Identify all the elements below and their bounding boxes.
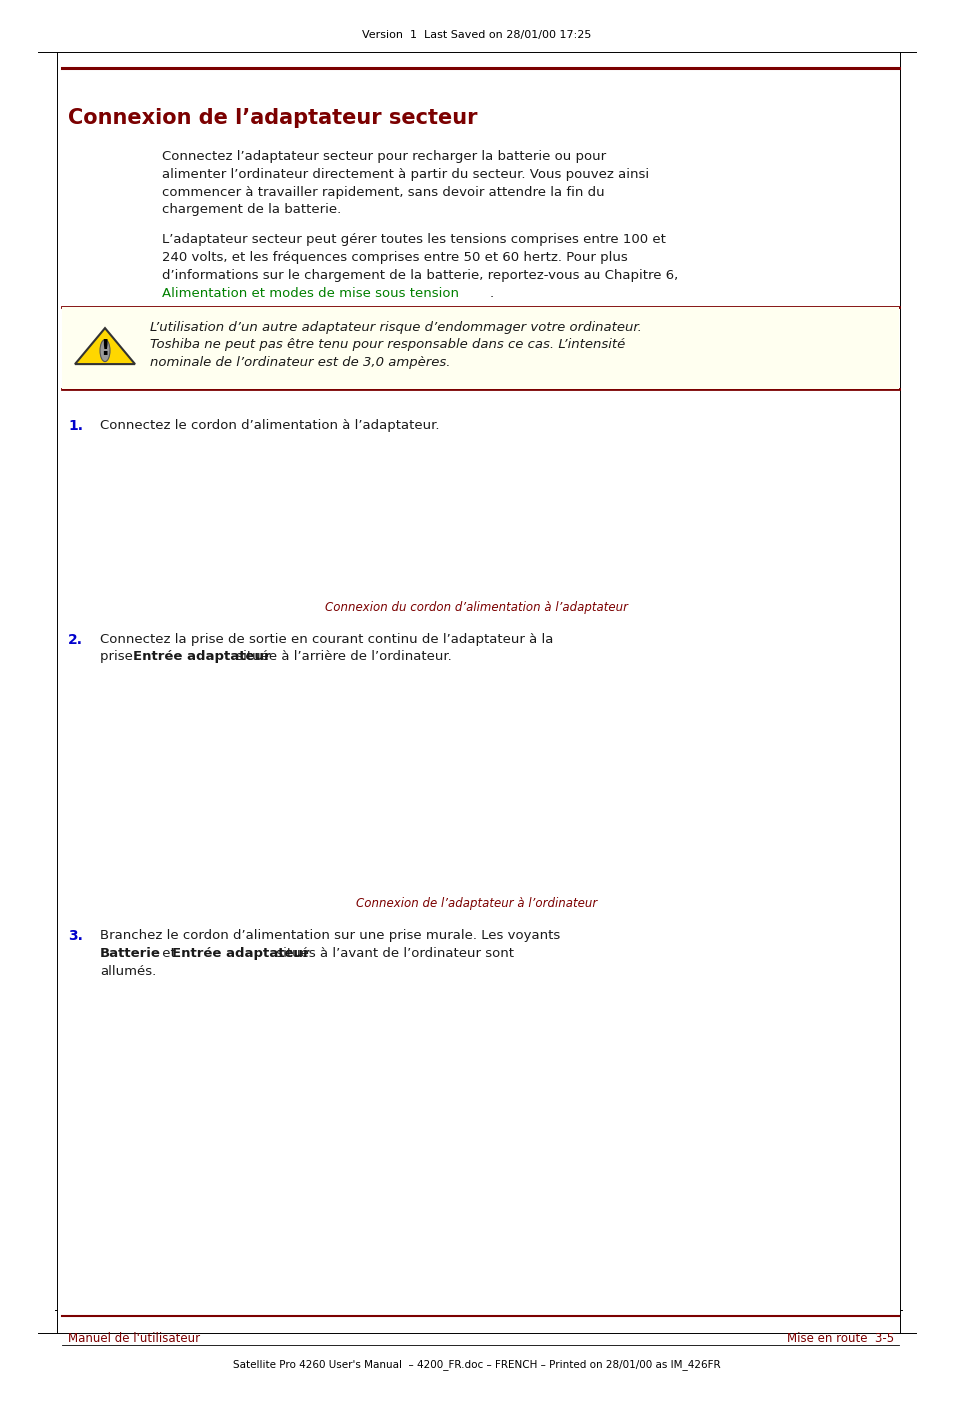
Text: Batterie: Batterie <box>100 947 161 960</box>
Text: Alimentation et modes de mise sous tension: Alimentation et modes de mise sous tensi… <box>162 286 458 300</box>
Text: Manuel de l'utilisateur: Manuel de l'utilisateur <box>68 1332 200 1346</box>
Text: 3.: 3. <box>68 930 83 944</box>
Text: Entrée adaptateur: Entrée adaptateur <box>132 651 271 664</box>
Text: Version  1  Last Saved on 28/01/00 17:25: Version 1 Last Saved on 28/01/00 17:25 <box>362 30 591 39</box>
Text: d’informations sur le chargement de la batterie, reportez-vous au Chapitre 6,: d’informations sur le chargement de la b… <box>162 269 678 282</box>
Text: située à l’arrière de l’ordinateur.: située à l’arrière de l’ordinateur. <box>232 651 452 664</box>
Text: commencer à travailler rapidement, sans devoir attendre la fin du: commencer à travailler rapidement, sans … <box>162 186 604 199</box>
Text: Connexion du cordon d’alimentation à l’adaptateur: Connexion du cordon d’alimentation à l’a… <box>325 600 628 613</box>
Text: 2.: 2. <box>68 633 83 647</box>
Text: Branchez le cordon d’alimentation sur une prise murale. Les voyants: Branchez le cordon d’alimentation sur un… <box>100 930 559 943</box>
Text: L’utilisation d’un autre adaptateur risque d’endommager votre ordinateur.: L’utilisation d’un autre adaptateur risq… <box>150 321 641 334</box>
Text: alimenter l’ordinateur directement à partir du secteur. Vous pouvez ainsi: alimenter l’ordinateur directement à par… <box>162 168 648 180</box>
Text: nominale de l’ordinateur est de 3,0 ampères.: nominale de l’ordinateur est de 3,0 ampè… <box>150 356 450 369</box>
Text: !: ! <box>100 338 110 359</box>
Text: Connectez le cordon d’alimentation à l’adaptateur.: Connectez le cordon d’alimentation à l’a… <box>100 418 439 431</box>
Text: L’adaptateur secteur peut gérer toutes les tensions comprises entre 100 et: L’adaptateur secteur peut gérer toutes l… <box>162 234 665 247</box>
Text: chargement de la batterie.: chargement de la batterie. <box>162 203 341 217</box>
Text: Connexion de l’adaptateur à l’ordinateur: Connexion de l’adaptateur à l’ordinateur <box>356 898 597 910</box>
Text: Mise en route  3-5: Mise en route 3-5 <box>786 1332 893 1346</box>
Text: Satellite Pro 4260 User's Manual  – 4200_FR.doc – FRENCH – Printed on 28/01/00 a: Satellite Pro 4260 User's Manual – 4200_… <box>233 1360 720 1370</box>
Text: .: . <box>490 286 494 300</box>
Text: situés à l’avant de l’ordinateur sont: situés à l’avant de l’ordinateur sont <box>272 947 514 960</box>
Text: Connexion de l’adaptateur secteur: Connexion de l’adaptateur secteur <box>68 108 477 128</box>
Text: et: et <box>158 947 180 960</box>
Text: Connectez la prise de sortie en courant continu de l’adaptateur à la: Connectez la prise de sortie en courant … <box>100 633 553 645</box>
Text: Entrée adaptateur: Entrée adaptateur <box>172 947 310 960</box>
Text: allumés.: allumés. <box>100 965 156 978</box>
Text: prise: prise <box>100 651 137 664</box>
Text: Connectez l’adaptateur secteur pour recharger la batterie ou pour: Connectez l’adaptateur secteur pour rech… <box>162 149 605 163</box>
Text: 1.: 1. <box>68 418 83 433</box>
Text: Toshiba ne peut pas être tenu pour responsable dans ce cas. L’intensité: Toshiba ne peut pas être tenu pour respo… <box>150 338 624 351</box>
Text: 240 volts, et les fréquences comprises entre 50 et 60 hertz. Pour plus: 240 volts, et les fréquences comprises e… <box>162 251 627 263</box>
